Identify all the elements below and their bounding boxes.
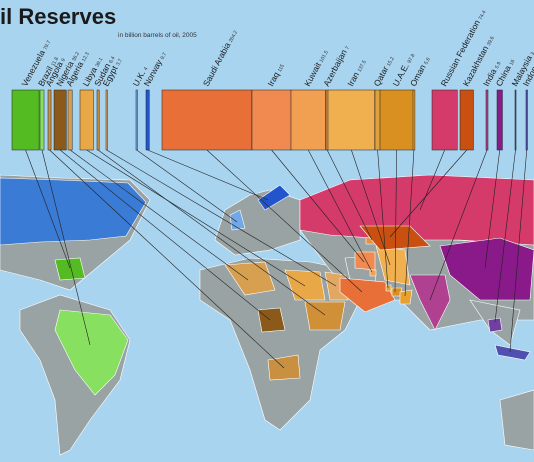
country-8 (229, 209, 246, 231)
country-shapes (54, 174, 534, 396)
country-value: 9 (60, 57, 67, 62)
leader-line (389, 149, 467, 238)
leader-line (394, 149, 397, 293)
bar (135, 89, 138, 151)
bar (459, 89, 474, 151)
country-value: 12.3 (81, 51, 91, 63)
country-value: 5.9 (494, 61, 503, 70)
country-value: 16 (509, 59, 517, 67)
bar (327, 89, 375, 151)
bar (105, 89, 108, 151)
country-value: 4 (143, 66, 150, 71)
leader-line (484, 149, 501, 269)
leader-line (419, 149, 445, 211)
bar (496, 89, 503, 151)
africa (199, 257, 361, 431)
leader-line (49, 149, 285, 369)
country-22 (487, 317, 503, 333)
bar (290, 89, 326, 151)
leader-line (59, 149, 271, 321)
country-15 (385, 284, 392, 292)
country-12 (369, 269, 377, 277)
country-value: 97.8 (407, 53, 417, 65)
country-value: 137.5 (357, 59, 368, 73)
country-10 (339, 277, 396, 313)
bar (47, 89, 52, 151)
leader-lines (25, 149, 528, 369)
country-value: 9.7 (160, 52, 169, 61)
leader-line (206, 149, 363, 293)
leader-line (106, 149, 337, 287)
country-3 (257, 307, 286, 333)
country-23 (494, 344, 531, 361)
country-value: 74.4 (478, 9, 488, 21)
bar (379, 89, 414, 151)
subtitle: in billion barrels of oil, 2005 (118, 32, 197, 39)
bar (11, 89, 40, 151)
bar (412, 89, 416, 151)
bar (96, 89, 100, 151)
leader-line (509, 149, 528, 353)
country-value: 7 (344, 45, 351, 50)
leader-line (404, 149, 415, 297)
bar (374, 89, 381, 151)
country-21 (439, 237, 534, 301)
country-value: 264.2 (228, 30, 239, 44)
leader-line (69, 149, 249, 281)
bar (145, 89, 150, 151)
leader-line (136, 149, 238, 223)
leader-line (86, 149, 306, 287)
leader-line (351, 149, 391, 266)
bar (79, 89, 94, 151)
usa-canada (0, 177, 147, 246)
country-1 (54, 309, 129, 396)
country-17 (399, 289, 413, 305)
bar (514, 89, 517, 151)
country-value: 79.7 (43, 40, 53, 52)
bar (39, 89, 45, 151)
bar (67, 89, 73, 151)
country-value: 6.4 (108, 55, 117, 64)
country-value: 115 (277, 63, 286, 73)
country-value: 39.1 (95, 57, 105, 69)
leader-line (25, 149, 71, 269)
title: il Reserves (0, 4, 116, 29)
country-value: 101.5 (319, 50, 330, 64)
country-value: 3.7 (115, 58, 124, 67)
country-5 (284, 269, 326, 301)
leader-line (429, 149, 488, 301)
leader-line (494, 149, 516, 323)
country-value: 15.2 (386, 56, 396, 68)
country-value: 3 (530, 51, 534, 56)
europe (214, 189, 301, 256)
country-value: 36.2 (71, 51, 81, 63)
bar (431, 89, 458, 151)
leader-line (147, 149, 269, 201)
bar (485, 89, 489, 151)
country-value: 39.6 (486, 35, 496, 47)
bar (525, 89, 528, 151)
country-6 (304, 301, 346, 331)
bar (161, 89, 253, 151)
leader-line (97, 149, 326, 316)
bar (251, 89, 292, 151)
leader-line (326, 149, 373, 241)
leader-line (41, 149, 91, 346)
leader-line (377, 149, 389, 289)
country-19 (359, 225, 431, 251)
country-4 (224, 261, 276, 296)
bar (53, 89, 67, 151)
leader-line (271, 149, 365, 263)
country-value: 11.8 (50, 56, 60, 67)
country-0 (54, 257, 86, 281)
country-value: 5.6 (423, 57, 432, 66)
country-2 (267, 354, 301, 381)
country-20 (409, 274, 451, 331)
australia (499, 389, 534, 451)
leader-line (307, 149, 373, 273)
